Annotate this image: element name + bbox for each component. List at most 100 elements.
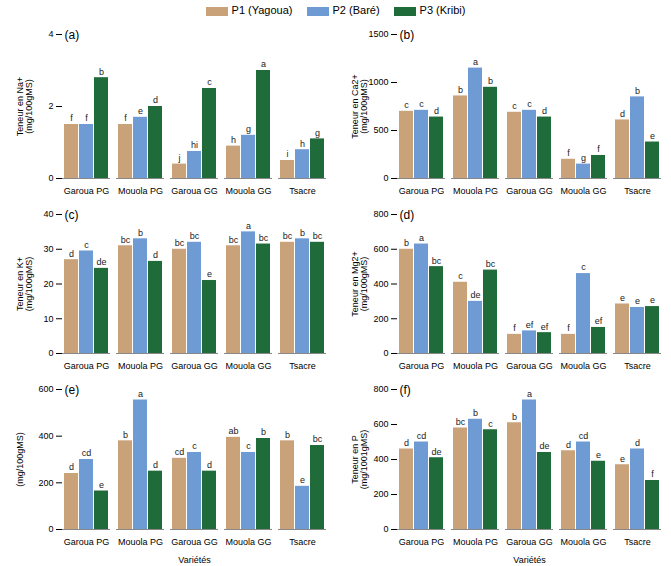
svg-text:600: 600 — [373, 244, 388, 254]
svg-text:b: b — [488, 76, 493, 86]
svg-text:Mouola PG: Mouola PG — [453, 186, 498, 196]
svg-text:d: d — [635, 438, 640, 448]
svg-text:b: b — [285, 430, 290, 440]
svg-text:h: h — [300, 139, 305, 149]
svg-text:d: d — [404, 438, 409, 448]
svg-text:c: c — [512, 101, 517, 111]
svg-text:e: e — [207, 269, 212, 279]
svg-text:a: a — [246, 221, 251, 231]
svg-text:Garoua GG: Garoua GG — [171, 186, 218, 196]
svg-text:Mouola GG: Mouola GG — [225, 537, 271, 547]
svg-text:ab: ab — [228, 426, 238, 436]
svg-text:a: a — [138, 389, 143, 399]
svg-text:j: j — [178, 153, 181, 163]
svg-text:e: e — [620, 454, 625, 464]
svg-text:Teneur en K+(mg/100gMS): Teneur en K+(mg/100gMS) — [15, 257, 34, 312]
svg-text:g: g — [315, 128, 320, 138]
svg-text:Mouola PG: Mouola PG — [453, 361, 498, 371]
svg-text:400: 400 — [38, 431, 53, 441]
svg-text:e: e — [596, 450, 601, 460]
svg-text:d: d — [153, 460, 158, 470]
svg-text:Garoua PG: Garoua PG — [399, 537, 445, 547]
svg-text:Garoua GG: Garoua GG — [506, 361, 553, 371]
svg-text:600: 600 — [373, 419, 388, 429]
svg-text:d: d — [566, 440, 571, 450]
svg-text:f: f — [513, 323, 516, 333]
svg-text:0: 0 — [48, 348, 53, 358]
svg-text:Mouola GG: Mouola GG — [560, 186, 606, 196]
svg-text:1500: 1500 — [368, 29, 388, 39]
svg-text:4: 4 — [48, 29, 53, 39]
svg-text:a: a — [473, 57, 478, 67]
svg-text:b: b — [123, 430, 128, 440]
svg-text:c: c — [404, 100, 409, 110]
svg-text:g: g — [581, 153, 586, 163]
svg-text:a: a — [261, 59, 266, 69]
svg-text:200: 200 — [373, 489, 388, 499]
svg-text:Teneur en Na+(mg/100gMS): Teneur en Na+(mg/100gMS) — [15, 77, 34, 136]
svg-text:800: 800 — [373, 209, 388, 219]
svg-text:(b): (b) — [400, 28, 415, 42]
svg-text:Garoua PG: Garoua PG — [64, 186, 110, 196]
svg-text:400: 400 — [373, 279, 388, 289]
svg-text:bc: bc — [313, 434, 323, 444]
svg-text:c: c — [192, 441, 197, 451]
svg-text:(c): (c) — [65, 208, 79, 222]
svg-text:f: f — [70, 113, 73, 123]
svg-text:b: b — [300, 228, 305, 238]
svg-text:ef: ef — [526, 320, 534, 330]
svg-text:b: b — [261, 427, 266, 437]
svg-text:e: e — [300, 475, 305, 485]
svg-text:Mouola PG: Mouola PG — [118, 186, 163, 196]
svg-text:b: b — [635, 86, 640, 96]
svg-text:c: c — [207, 77, 212, 87]
svg-text:10: 10 — [43, 314, 53, 324]
svg-text:b: b — [404, 238, 409, 248]
svg-text:bc: bc — [432, 256, 442, 266]
svg-text:ef: ef — [541, 322, 549, 332]
svg-text:d: d — [153, 95, 158, 105]
svg-text:Variétés: Variétés — [178, 555, 211, 565]
svg-text:c: c — [581, 262, 586, 272]
svg-text:e: e — [99, 480, 104, 490]
svg-text:Mouola GG: Mouola GG — [225, 186, 271, 196]
svg-text:e: e — [650, 295, 655, 305]
svg-text:Mouola GG: Mouola GG — [560, 361, 606, 371]
svg-text:Tsacre: Tsacre — [289, 361, 316, 371]
svg-text:d: d — [434, 106, 439, 116]
svg-text:f: f — [85, 113, 88, 123]
svg-text:(f): (f) — [400, 383, 411, 397]
svg-text:bc: bc — [283, 231, 293, 241]
svg-text:cd: cd — [175, 447, 185, 457]
svg-text:e: e — [635, 296, 640, 306]
svg-text:200: 200 — [38, 478, 53, 488]
svg-text:g: g — [246, 124, 251, 134]
svg-text:Garoua PG: Garoua PG — [399, 361, 445, 371]
svg-text:Teneur en P(mg/1001gMS): Teneur en P(mg/1001gMS) — [350, 430, 369, 490]
svg-text:hi: hi — [191, 140, 198, 150]
svg-text:bc: bc — [121, 235, 131, 245]
svg-text:b: b — [473, 408, 478, 418]
svg-text:500: 500 — [373, 125, 388, 135]
svg-text:800: 800 — [373, 384, 388, 394]
svg-text:bc: bc — [229, 235, 239, 245]
svg-text:Garoua PG: Garoua PG — [64, 537, 110, 547]
svg-text:Teneur en Mg2+(mg/100gMS): Teneur en Mg2+(mg/100gMS) — [350, 251, 369, 316]
svg-text:d: d — [69, 462, 74, 472]
svg-text:bc: bc — [486, 259, 496, 269]
svg-text:Tsacre: Tsacre — [624, 537, 651, 547]
svg-text:Mouola GG: Mouola GG — [560, 537, 606, 547]
svg-text:b: b — [458, 85, 463, 95]
svg-text:bc: bc — [313, 231, 323, 241]
svg-text:a: a — [527, 389, 532, 399]
svg-text:bc: bc — [190, 231, 200, 241]
svg-text:0: 0 — [383, 524, 388, 534]
svg-text:de: de — [96, 257, 106, 267]
svg-text:cd: cd — [579, 431, 589, 441]
svg-text:c: c — [488, 419, 493, 429]
svg-text:(a): (a) — [65, 28, 80, 42]
svg-text:f: f — [124, 113, 127, 123]
svg-text:Tsacre: Tsacre — [624, 361, 651, 371]
svg-text:Garoua PG: Garoua PG — [64, 361, 110, 371]
svg-text:a: a — [419, 233, 424, 243]
